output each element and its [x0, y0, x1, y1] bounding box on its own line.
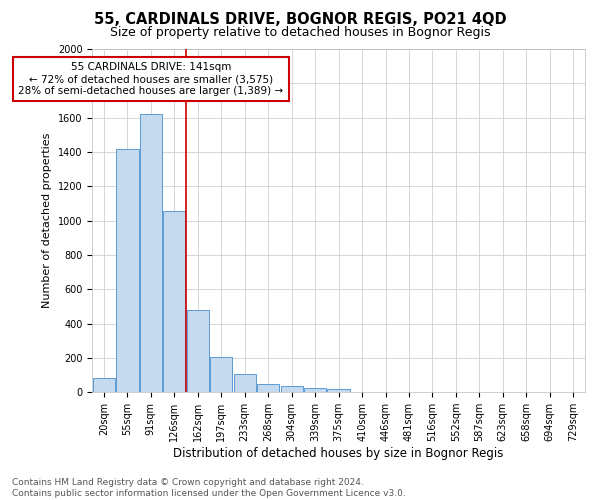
Bar — [257, 384, 280, 392]
Text: Size of property relative to detached houses in Bognor Regis: Size of property relative to detached ho… — [110, 26, 490, 39]
Text: 55 CARDINALS DRIVE: 141sqm
← 72% of detached houses are smaller (3,575)
28% of s: 55 CARDINALS DRIVE: 141sqm ← 72% of deta… — [19, 62, 283, 96]
Bar — [304, 388, 326, 392]
Bar — [210, 357, 232, 392]
Bar — [116, 148, 139, 392]
Bar — [233, 374, 256, 392]
Text: 55, CARDINALS DRIVE, BOGNOR REGIS, PO21 4QD: 55, CARDINALS DRIVE, BOGNOR REGIS, PO21 … — [94, 12, 506, 28]
Y-axis label: Number of detached properties: Number of detached properties — [43, 133, 52, 308]
Bar — [140, 114, 162, 392]
Bar — [328, 389, 350, 392]
Text: Contains HM Land Registry data © Crown copyright and database right 2024.
Contai: Contains HM Land Registry data © Crown c… — [12, 478, 406, 498]
Bar — [163, 211, 185, 392]
Bar — [187, 310, 209, 392]
X-axis label: Distribution of detached houses by size in Bognor Regis: Distribution of detached houses by size … — [173, 447, 504, 460]
Bar — [93, 378, 115, 392]
Bar — [281, 386, 303, 392]
